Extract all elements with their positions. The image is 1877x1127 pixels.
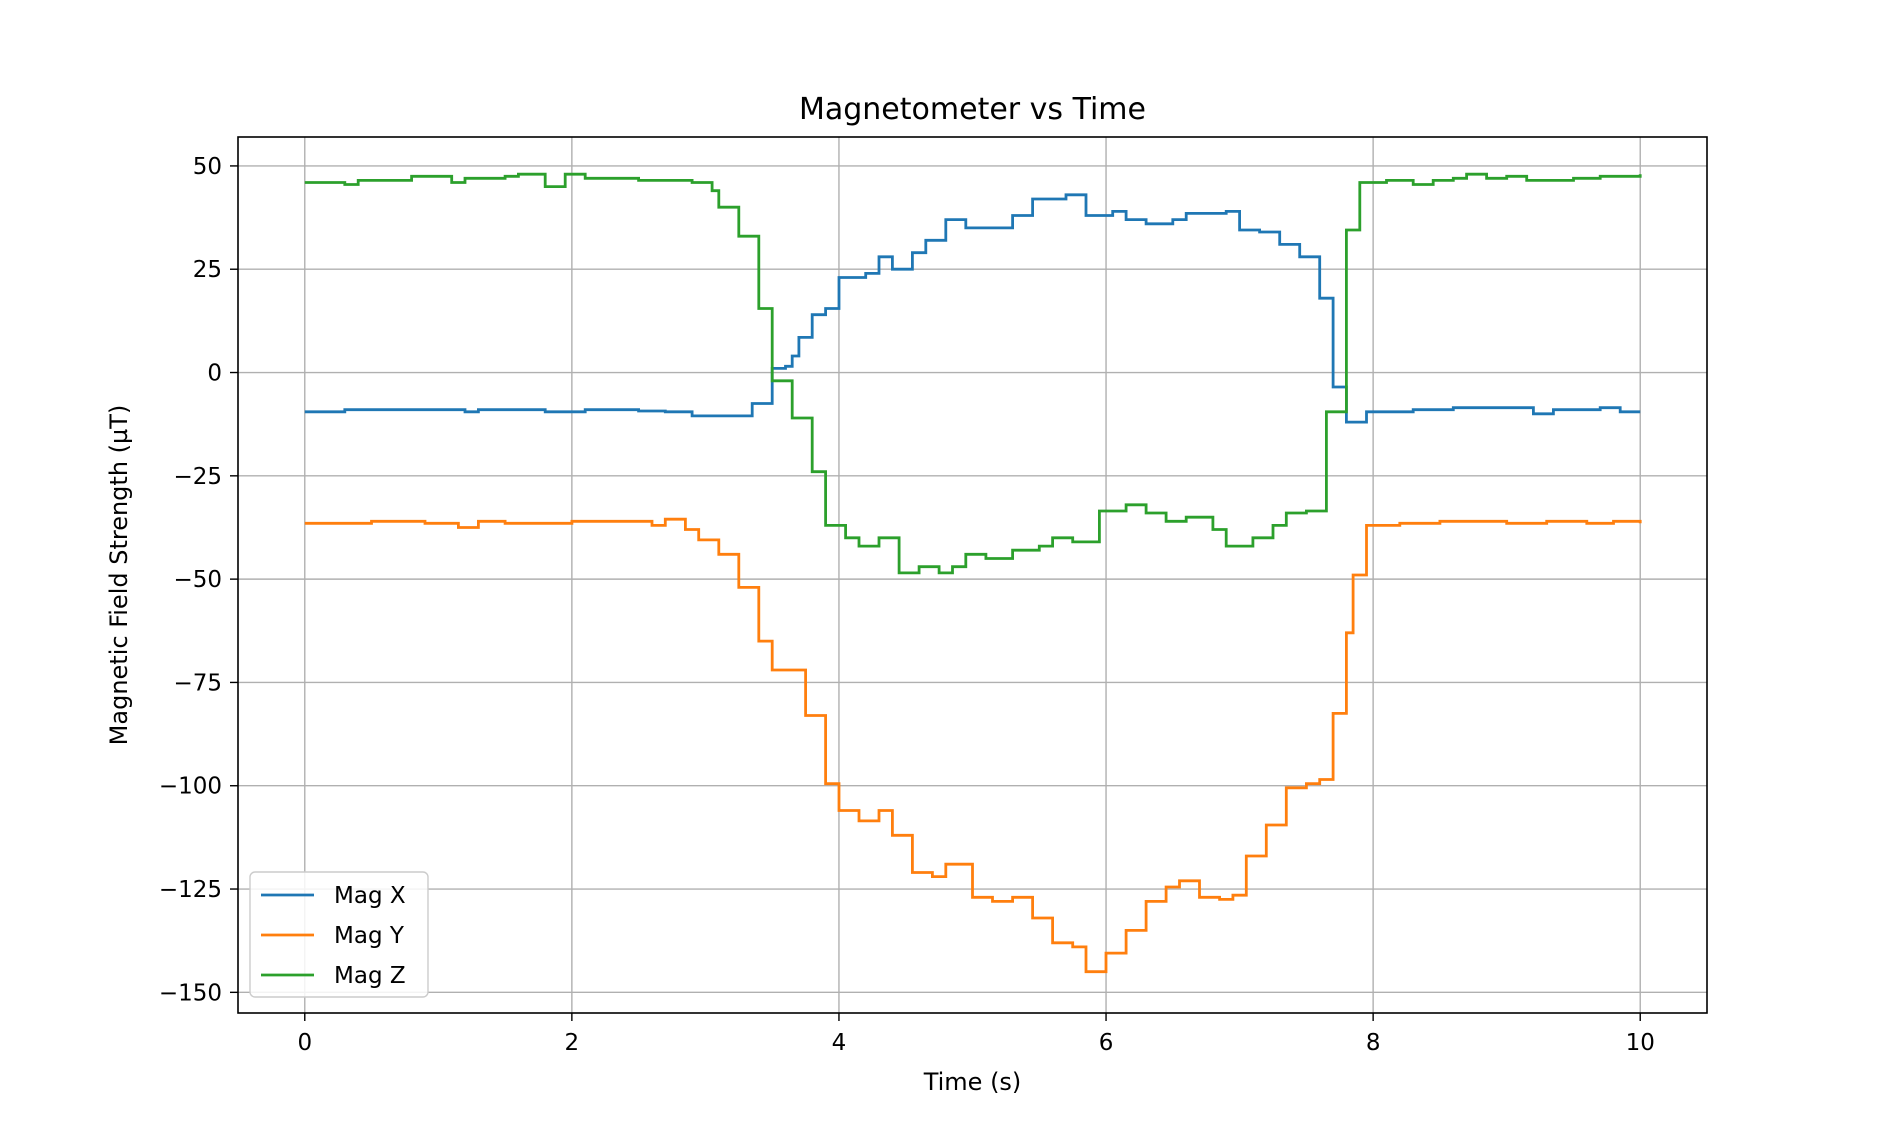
- y-tick-label: −100: [159, 774, 222, 800]
- legend-label: Mag Z: [334, 963, 406, 989]
- x-tick-label: 4: [832, 1030, 847, 1056]
- plot-frame: [237, 136, 1708, 1014]
- legend-label: Mag X: [334, 883, 406, 909]
- series-line-mag-x: [304, 193, 1641, 424]
- x-tick-label: 10: [1626, 1030, 1655, 1056]
- y-axis-title: Magnetic Field Strength (µT): [105, 405, 133, 746]
- series-lines: [304, 172, 1642, 974]
- x-axis-title: Time (s): [923, 1068, 1022, 1096]
- legend-label: Mag Y: [334, 923, 405, 949]
- legend: Mag X Mag Y Mag Z: [249, 871, 429, 998]
- x-tick-label: 0: [297, 1030, 312, 1056]
- legend-box: [249, 871, 429, 998]
- y-tick-label: −75: [173, 670, 222, 696]
- x-axis-ticks: 0 2 4 6 8 10: [297, 1013, 1655, 1056]
- y-axis-ticks: 50 25 0 −25 −50 −75 −100 −125 −150: [159, 154, 238, 1006]
- y-tick-label: −125: [159, 877, 222, 903]
- y-tick-label: −25: [173, 464, 222, 490]
- series-line-mag-z: [304, 172, 1642, 575]
- x-tick-label: 8: [1366, 1030, 1381, 1056]
- series-line-mag-y: [304, 517, 1642, 974]
- y-tick-label: 25: [193, 257, 222, 283]
- chart-title: Magnetometer vs Time: [799, 92, 1146, 127]
- y-tick-label: 50: [193, 154, 222, 180]
- x-tick-label: 2: [565, 1030, 580, 1056]
- x-tick-label: 6: [1099, 1030, 1114, 1056]
- y-tick-label: −150: [159, 980, 222, 1006]
- y-tick-label: −50: [173, 567, 222, 593]
- y-tick-label: 0: [207, 361, 222, 387]
